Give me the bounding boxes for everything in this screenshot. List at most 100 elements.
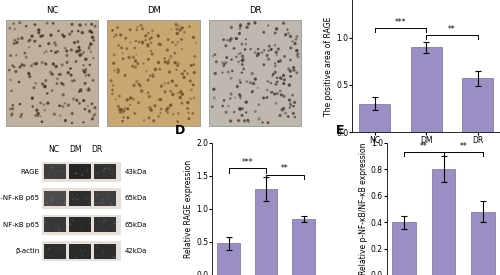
Point <box>240 58 248 62</box>
Point <box>222 60 230 65</box>
Point <box>230 110 238 114</box>
Point <box>276 89 284 93</box>
Point <box>10 65 18 69</box>
Point <box>290 65 298 70</box>
Point <box>80 50 88 54</box>
Point <box>121 73 129 77</box>
Point <box>178 92 186 96</box>
Point <box>134 101 142 105</box>
Point <box>188 63 196 68</box>
Point <box>75 89 83 94</box>
Point <box>186 24 194 29</box>
Point <box>82 57 90 61</box>
Point <box>35 31 43 35</box>
Point <box>76 48 84 52</box>
Point <box>61 46 69 50</box>
Point <box>276 76 284 80</box>
Point <box>116 94 124 98</box>
Point <box>236 78 244 82</box>
Point <box>144 44 152 48</box>
Point <box>120 115 128 120</box>
Point <box>138 27 146 31</box>
Point <box>9 103 17 108</box>
Point <box>132 59 140 63</box>
Point <box>6 26 14 30</box>
Point <box>16 21 24 25</box>
Point <box>276 58 284 62</box>
Point <box>148 29 156 33</box>
Point <box>188 111 196 116</box>
Point <box>240 119 248 123</box>
Point <box>36 114 44 119</box>
Point <box>131 46 139 50</box>
Point <box>128 64 136 68</box>
Point <box>162 60 170 64</box>
Point <box>238 62 246 67</box>
Point <box>79 68 87 73</box>
Point <box>116 108 124 112</box>
Point <box>154 34 162 39</box>
Point <box>86 29 94 34</box>
Point <box>114 43 122 48</box>
Point <box>293 71 301 75</box>
Point <box>80 63 88 67</box>
Point <box>273 76 281 80</box>
Point <box>286 34 294 39</box>
Point <box>14 37 22 41</box>
Point <box>291 115 299 119</box>
Point <box>72 59 80 64</box>
Point <box>41 84 49 89</box>
Point <box>85 46 93 50</box>
Point <box>42 49 50 54</box>
Point <box>246 47 254 51</box>
Point <box>226 96 234 101</box>
Point <box>291 42 299 46</box>
Point <box>286 83 294 87</box>
Point <box>280 81 287 86</box>
Point <box>25 45 33 50</box>
Point <box>6 53 14 58</box>
Point <box>130 97 138 101</box>
Point <box>110 53 118 57</box>
Point <box>145 116 153 120</box>
Point <box>36 101 44 105</box>
Point <box>270 72 278 76</box>
Point <box>146 116 154 120</box>
Point <box>118 51 126 55</box>
Point <box>124 98 132 102</box>
Point <box>280 106 287 111</box>
Point <box>248 90 256 94</box>
Point <box>290 100 298 104</box>
Point <box>226 39 234 43</box>
Point <box>236 94 244 98</box>
Point <box>272 82 280 86</box>
Point <box>40 51 48 55</box>
Point <box>15 80 23 84</box>
Point <box>271 70 279 74</box>
Point <box>242 42 250 46</box>
Point <box>180 75 188 79</box>
Point <box>126 103 134 107</box>
Point <box>174 119 182 124</box>
Point <box>12 53 20 57</box>
Point <box>28 104 36 109</box>
Point <box>126 96 134 100</box>
Point <box>190 70 198 75</box>
Point <box>178 47 186 51</box>
Point <box>90 38 98 43</box>
Point <box>114 70 122 75</box>
Point <box>276 59 284 64</box>
Point <box>43 21 51 25</box>
Point <box>37 34 45 39</box>
Point <box>156 97 164 102</box>
Point <box>274 59 282 64</box>
Point <box>33 108 41 112</box>
Point <box>286 69 294 73</box>
Point <box>286 106 294 110</box>
Point <box>264 23 272 28</box>
Bar <box>255 189 278 275</box>
Point <box>174 24 182 28</box>
Point <box>42 78 50 83</box>
Point <box>178 37 186 42</box>
Point <box>35 28 43 32</box>
